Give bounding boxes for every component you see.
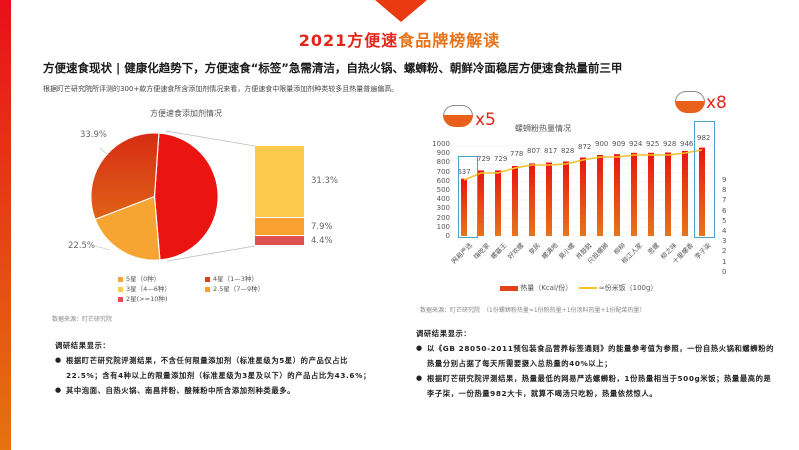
multiplier-x5: x5: [475, 110, 496, 130]
y-axis-left: 1000 900 800 700 600 500 400 300 200 100 0: [432, 140, 450, 241]
legend-line-swatch: [578, 287, 597, 289]
lowest-highlight-box: [458, 156, 478, 238]
pie-legend-2star: 2星(>=10种): [118, 293, 167, 303]
pie-legend-4star: 4星（1—3种）: [205, 273, 258, 283]
highest-highlight-box: [694, 121, 715, 238]
bar-finding-item: 根据盯芒研究院评测结果，热量最低的网易严选螺蛳粉，1份热量相当于500g米饭；热…: [416, 371, 776, 401]
pie-legend-5star: 5星（0种）: [118, 273, 160, 283]
rice-bowl-icon: [675, 91, 705, 113]
bar-chart-title: 螺蛳粉热量情况: [515, 124, 571, 133]
rice-bowl-icon: [443, 105, 473, 127]
pie-legend-2-5star: 2.5星（7—9种）: [205, 283, 264, 293]
bar-source: 数据来源：盯芒研究院 （1份螺蛳粉热量=1份粉热量+1份汤料热量+1份配菜热量）: [420, 307, 646, 314]
legend-bar-swatch: [500, 285, 518, 291]
stack-label-2star: 4.4%: [311, 236, 333, 246]
additive-pie-chart: [90, 132, 219, 261]
multiplier-x8: x8: [706, 93, 727, 113]
page-description: 根据盯芒研究院所评测的300+款方便速食所含添加剂情况来看，方便速食中限量添加剂…: [43, 85, 399, 93]
pie-label-5star: 22.5%: [68, 241, 96, 251]
stack-label-3star: 31.3%: [311, 176, 339, 186]
left-accent-bar: [0, 0, 11, 450]
stack-2-5star: [255, 218, 304, 236]
x-axis-labels: 网易严选 嗨吃家 螺霸王 好欢螺 泉民 螺满地 臭小螺 肖鼓鼓 只投螺狮 柳柳 …: [450, 241, 713, 266]
calorie-bar-chart: 637: [455, 145, 717, 237]
bar-findings-header: 调研结果显示：: [416, 329, 472, 338]
svg-text:637: 637: [457, 168, 470, 176]
pie-source: 数据来源：盯芒研究院: [52, 316, 113, 323]
pie-finding-item: 根据盯芒研究院评测结果，不含任何限量添加剂（标准星级为5星）的产品仅占比22.5…: [55, 353, 380, 383]
pie-breakdown-stack: [255, 146, 304, 246]
pie-findings-header: 调研结果显示：: [55, 341, 111, 350]
bar-value-labels: 729 729 778 807 817 828 872 900 909 924 …: [477, 134, 711, 163]
pie-legend-3star: 3星（4—6种）: [118, 283, 171, 293]
pie-chart-title: 方便速食添加剂情况: [150, 109, 222, 118]
top-decoration: [375, 0, 427, 22]
page-subtitle: 方便速食现状 | 健康化趋势下，方便速食“标签”急需清洁，自热火锅、螺蛳粉、朝鲜…: [43, 61, 623, 75]
pie-findings: 调研结果显示： 根据盯芒研究院评测结果，不含任何限量添加剂（标准星级为5星）的产…: [55, 338, 380, 398]
stack-label-2-5star: 7.9%: [311, 222, 333, 232]
stack-2star: [255, 236, 304, 246]
bar-findings: 调研结果显示： 以《GB 28050-2011预包装食品营养标签通则》的能量参考…: [416, 326, 776, 401]
pie-label-4star: 33.9%: [80, 130, 108, 140]
bar-chart-legend: 热量（Kcal/份） ≈份米饭（100g）: [500, 283, 657, 293]
bar-finding-item: 以《GB 28050-2011预包装食品营养标签通则》的能量参考值为参照，一份自…: [416, 341, 776, 371]
stack-3star: [255, 146, 304, 218]
pie-finding-item: 其中泡面、自热火锅、南昌拌粉、酸辣粉中所含添加剂种类最多。: [55, 383, 380, 398]
page-title: 2021方便速食品牌榜解读: [298, 31, 501, 50]
